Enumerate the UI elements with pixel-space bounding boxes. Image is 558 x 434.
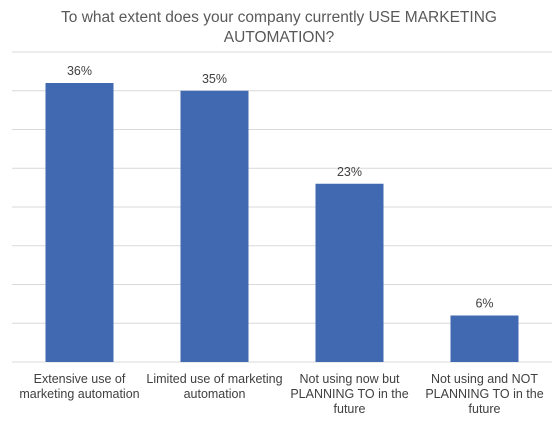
bar-4: [450, 315, 519, 362]
category-label-4: Not using and NOT PLANNING TO in the fut…: [425, 372, 544, 416]
data-label-4: 6%: [475, 297, 493, 311]
bar-2: [180, 90, 249, 362]
category-label-3: Not using now but PLANNING TO in the fut…: [290, 372, 409, 416]
data-label-3: 23%: [337, 165, 362, 179]
data-label-1: 36%: [67, 64, 92, 78]
bar-1: [45, 83, 114, 362]
category-label-2: Limited use of marketing automation: [146, 372, 283, 401]
data-label-2: 35%: [202, 72, 227, 86]
bar-3: [315, 183, 384, 362]
category-label-1: Extensive use of marketing automation: [19, 372, 140, 401]
chart-title: To what extent does your company current…: [61, 9, 497, 46]
